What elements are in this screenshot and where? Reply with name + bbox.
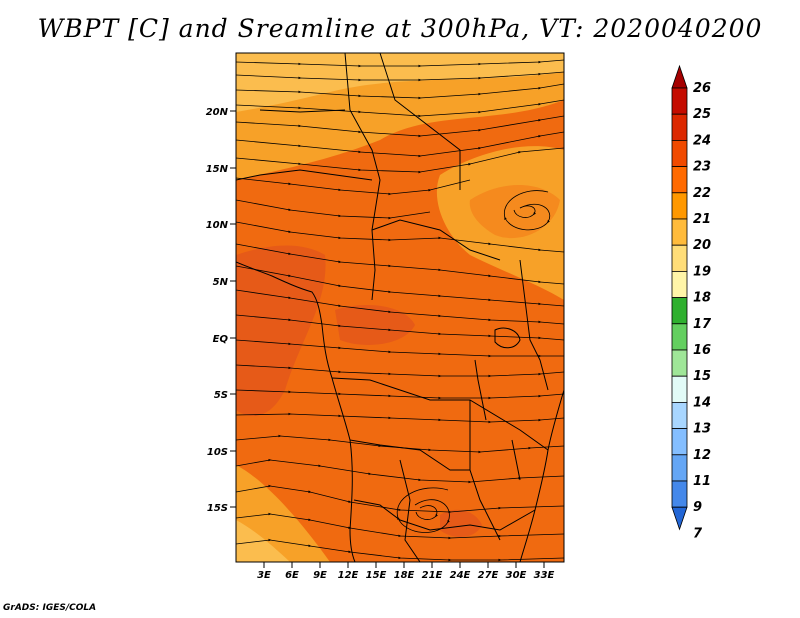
lon-label: 21E xyxy=(422,570,443,581)
lon-label: 3E xyxy=(257,570,271,581)
colorbar-bottom-arrow xyxy=(671,506,688,531)
colorbar-label: 21 xyxy=(693,212,711,227)
colorbar-swatch xyxy=(671,401,688,429)
coast-east-africa xyxy=(519,389,564,562)
lat-label: 5S xyxy=(214,390,228,401)
colorbar-swatch xyxy=(671,349,688,377)
colorbar-label: 9 xyxy=(693,500,702,515)
lon-label: 33E xyxy=(534,570,555,581)
streamline xyxy=(236,538,564,562)
streamline xyxy=(236,59,564,68)
colorbar-label: 24 xyxy=(693,133,711,148)
border-4 xyxy=(236,169,373,181)
colorbar: 26 25 24 23 22 21 20 19 18 17 16 15 14 13 12 11 9 7 xyxy=(671,64,712,541)
streamline xyxy=(236,71,564,82)
streamline xyxy=(236,339,564,358)
colorbar-label: 23 xyxy=(693,160,711,175)
colorbar-swatch xyxy=(671,166,688,194)
lat-axis: 20N 15N 10N 5N EQ 5S 10S 15S xyxy=(206,107,236,514)
streamline xyxy=(236,364,564,378)
lon-label: 18E xyxy=(394,570,415,581)
streamline xyxy=(236,484,564,514)
streamline-vortex xyxy=(504,190,551,231)
streamline xyxy=(236,221,564,253)
colorbar-swatch xyxy=(671,113,688,141)
streamlines xyxy=(236,59,564,562)
field-north-edge xyxy=(236,53,564,112)
streamline-vortex xyxy=(415,505,438,520)
colorbar-swatch xyxy=(671,244,688,272)
colorbar-swatch xyxy=(671,87,688,115)
colorbar-label: 19 xyxy=(693,264,711,279)
grads-credit: GrADS: IGES/COLA xyxy=(3,603,97,613)
colorbar-swatch xyxy=(671,428,688,456)
lon-label: 24E xyxy=(450,570,471,581)
plot-frame xyxy=(235,52,565,563)
colorbar-label: 14 xyxy=(693,395,711,410)
colorbar-swatch xyxy=(671,323,688,351)
colorbar-label: 7 xyxy=(693,526,703,541)
colorbar-swatch xyxy=(671,297,688,325)
streamline-vortex xyxy=(513,205,537,218)
colorbar-swatch xyxy=(671,270,688,298)
lat-label: 15S xyxy=(207,503,228,514)
streamline xyxy=(236,177,471,196)
streamline xyxy=(236,434,564,454)
colorbar-label: 17 xyxy=(693,317,712,332)
streamline xyxy=(236,412,564,424)
lat-label: EQ xyxy=(213,334,229,345)
border-6 xyxy=(331,377,549,451)
lat-label: 10S xyxy=(207,447,228,458)
streamline xyxy=(236,147,564,174)
streamline xyxy=(236,199,431,220)
colorbar-label: 11 xyxy=(693,474,711,489)
streamline-vortex xyxy=(396,487,450,533)
lon-axis: 3E 6E 9E 12E 15E 18E 21E 24E 27E 30E 33E xyxy=(257,562,555,581)
streamline xyxy=(236,512,564,540)
colorbar-label: 12 xyxy=(693,448,711,463)
colorbar-label: 16 xyxy=(693,343,711,358)
lon-label: 15E xyxy=(366,570,387,581)
streamline xyxy=(236,314,564,341)
colorbar-label: 18 xyxy=(693,291,711,306)
streamline xyxy=(236,83,564,100)
wbpt-field xyxy=(236,53,564,562)
colorbar-label: 15 xyxy=(693,369,711,384)
lat-label: 5N xyxy=(213,277,229,288)
streamline xyxy=(236,458,564,484)
colorbar-swatch xyxy=(671,375,688,403)
streamline xyxy=(236,99,564,118)
colorbar-label: 13 xyxy=(693,422,711,437)
lon-label: 9E xyxy=(313,570,327,581)
lon-label: 27E xyxy=(478,570,499,581)
colorbar-label: 26 xyxy=(693,81,711,96)
colorbar-label: 20 xyxy=(693,238,711,253)
colorbar-label: 22 xyxy=(693,186,711,201)
colorbar-swatch xyxy=(671,454,688,482)
lon-label: 6E xyxy=(285,570,299,581)
colorbar-label: 25 xyxy=(693,107,711,122)
colorbar-swatch xyxy=(671,192,688,220)
lat-label: 10N xyxy=(206,220,229,231)
streamline xyxy=(236,389,564,400)
map-title: WBPT [C] and Sreamline at 300hPa, VT: 20… xyxy=(37,14,763,43)
colorbar-swatch xyxy=(671,218,688,246)
colorbar-swatch xyxy=(671,139,688,167)
lon-label: 30E xyxy=(506,570,527,581)
lat-label: 15N xyxy=(206,164,229,175)
colorbar-swatch xyxy=(671,480,688,508)
colorbar-top-arrow xyxy=(671,64,688,89)
lon-label: 12E xyxy=(338,570,359,581)
lat-label: 20N xyxy=(206,107,229,118)
